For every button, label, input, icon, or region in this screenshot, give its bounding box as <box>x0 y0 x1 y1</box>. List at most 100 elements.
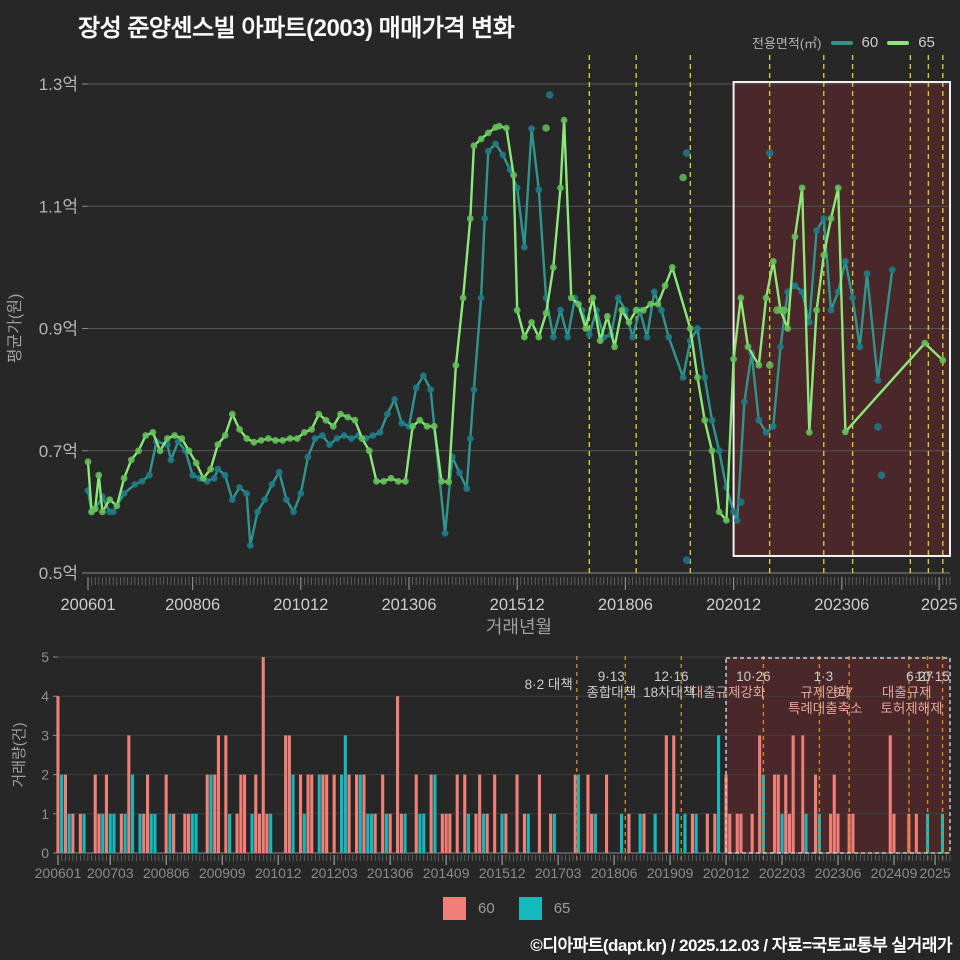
bar-65[interactable] <box>131 774 135 853</box>
legend-item-60[interactable]: 60 <box>861 34 879 51</box>
data-point-65[interactable] <box>243 435 251 442</box>
data-point-65[interactable] <box>582 325 590 332</box>
bar-60[interactable] <box>332 774 336 853</box>
bar-65[interactable] <box>317 774 321 853</box>
data-point-60[interactable] <box>441 529 449 537</box>
data-point-60[interactable] <box>798 288 806 296</box>
data-point-60[interactable] <box>643 333 651 341</box>
bar-60[interactable] <box>71 813 75 853</box>
bar-65[interactable] <box>384 813 388 853</box>
volume-bars[interactable] <box>56 657 944 853</box>
bar-60[interactable] <box>573 774 577 853</box>
bar-60[interactable] <box>127 735 131 853</box>
data-point-65[interactable] <box>575 300 582 308</box>
bar-65[interactable] <box>101 813 105 853</box>
bar-60[interactable] <box>97 813 101 853</box>
outlier-point-60[interactable] <box>545 91 554 99</box>
bar-65[interactable] <box>717 735 721 853</box>
bar-65[interactable] <box>112 813 116 853</box>
data-point-65[interactable] <box>106 496 113 503</box>
data-point-65[interactable] <box>315 410 323 418</box>
bar-60[interactable] <box>347 774 351 853</box>
bar-60[interactable] <box>381 774 385 853</box>
bar-65[interactable] <box>190 813 194 853</box>
bar-65[interactable] <box>403 813 407 853</box>
bar-60[interactable] <box>373 813 377 853</box>
data-point-65[interactable] <box>380 477 388 485</box>
data-point-65[interactable] <box>185 447 193 455</box>
data-point-60[interactable] <box>254 508 261 516</box>
data-point-60[interactable] <box>427 386 434 393</box>
bar-60[interactable] <box>448 813 452 853</box>
data-point-65[interactable] <box>351 416 359 424</box>
bar-60[interactable] <box>362 774 366 853</box>
data-point-65[interactable] <box>921 339 929 347</box>
bar-60[interactable] <box>549 813 553 853</box>
data-point-65[interactable] <box>286 435 294 442</box>
data-point-60[interactable] <box>499 151 507 159</box>
data-point-65[interactable] <box>344 413 352 421</box>
bar-60[interactable] <box>705 813 709 853</box>
data-point-65[interactable] <box>755 361 763 369</box>
outlier-point-60[interactable] <box>874 423 882 431</box>
bar-65[interactable] <box>108 813 112 853</box>
bar-60[interactable] <box>735 813 739 853</box>
data-point-65[interactable] <box>402 477 409 485</box>
data-point-60[interactable] <box>283 496 290 503</box>
data-point-65[interactable] <box>510 171 517 179</box>
bar-60[interactable] <box>325 774 329 853</box>
bar-65[interactable] <box>694 813 698 853</box>
bar-60[interactable] <box>287 735 291 853</box>
bar-65[interactable] <box>481 813 485 853</box>
data-point-65[interactable] <box>365 447 373 455</box>
data-point-60[interactable] <box>549 333 557 341</box>
bar-60[interactable] <box>388 813 392 853</box>
data-point-65[interactable] <box>416 416 424 424</box>
data-point-65[interactable] <box>668 264 676 271</box>
data-point-65[interactable] <box>221 432 229 439</box>
data-point-65[interactable] <box>250 438 258 446</box>
legend-swatch-65-icon[interactable] <box>518 897 542 920</box>
bar-60[interactable] <box>504 813 508 853</box>
data-point-65[interactable] <box>200 474 207 482</box>
bar-60[interactable] <box>463 774 467 853</box>
outlier-point-65[interactable] <box>773 306 781 315</box>
bar-65[interactable] <box>138 813 142 853</box>
data-point-65[interactable] <box>842 428 849 436</box>
data-point-60[interactable] <box>842 257 849 265</box>
bar-60[interactable] <box>728 813 732 853</box>
data-point-60[interactable] <box>268 481 276 488</box>
bar-60[interactable] <box>690 813 694 853</box>
bar-60[interactable] <box>485 813 489 853</box>
data-point-60[interactable] <box>228 496 236 503</box>
data-point-60[interactable] <box>236 484 243 491</box>
bar-65[interactable] <box>620 813 624 853</box>
data-point-60[interactable] <box>246 542 254 549</box>
data-point-60[interactable] <box>557 306 564 314</box>
data-point-65[interactable] <box>604 312 611 320</box>
outlier-point-60[interactable] <box>682 149 691 157</box>
bar-65[interactable] <box>123 813 127 853</box>
bar-60[interactable] <box>224 735 228 853</box>
bar-65[interactable] <box>153 813 157 853</box>
data-point-65[interactable] <box>430 422 438 430</box>
outlier-point-65[interactable] <box>542 124 550 132</box>
bar-60[interactable] <box>627 813 631 853</box>
bar-60[interactable] <box>787 813 791 853</box>
data-point-60[interactable] <box>874 377 882 384</box>
data-point-60[interactable] <box>827 306 835 314</box>
data-point-65[interactable] <box>438 477 445 485</box>
data-point-60[interactable] <box>261 496 269 503</box>
data-point-65[interactable] <box>560 116 568 124</box>
bar-65[interactable] <box>343 735 347 853</box>
data-point-60[interactable] <box>730 508 737 516</box>
bar-60[interactable] <box>713 813 717 853</box>
data-point-60[interactable] <box>481 215 489 222</box>
bar-60[interactable] <box>605 774 609 853</box>
data-point-65[interactable] <box>477 135 485 143</box>
legend-label-65[interactable]: 65 <box>553 900 571 917</box>
data-point-60[interactable] <box>650 288 658 296</box>
data-point-60[interactable] <box>679 374 687 381</box>
data-point-65[interactable] <box>452 361 460 369</box>
